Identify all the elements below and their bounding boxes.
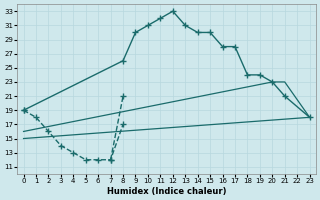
X-axis label: Humidex (Indice chaleur): Humidex (Indice chaleur) — [107, 187, 226, 196]
